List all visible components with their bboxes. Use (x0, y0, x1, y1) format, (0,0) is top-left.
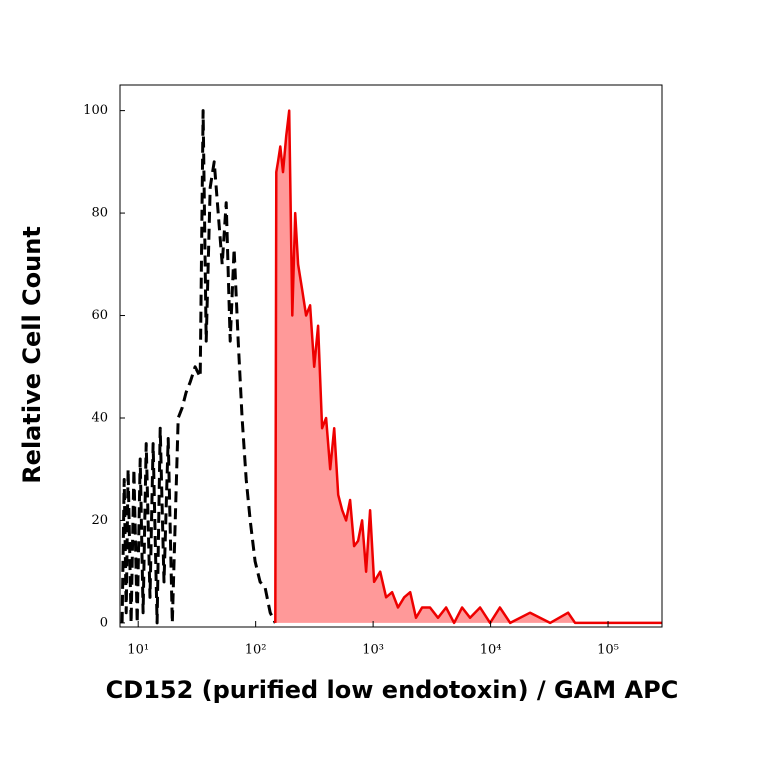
y-tick-label: 20 (91, 513, 108, 528)
y-tick-label: 60 (91, 308, 108, 323)
area (275, 110, 662, 623)
plot-area (120, 109, 662, 625)
series-line (274, 109, 662, 625)
y-tick-label: 100 (83, 103, 108, 118)
y-tick-label: 0 (100, 615, 108, 630)
series-line (120, 109, 277, 625)
x-axis-title: CD152 (purified low endotoxin) / GAM APC (106, 676, 679, 704)
y-tick-label: 40 (91, 410, 108, 425)
x-tick-label: 10¹ (127, 643, 149, 658)
plot-frame (119, 84, 663, 628)
x-tick-label: 10³ (362, 643, 384, 658)
x-tick-label: 10⁵ (597, 643, 619, 658)
x-tick-label: 10² (245, 643, 267, 658)
x-tick-label: 10⁴ (480, 643, 502, 658)
y-axis-title: Relative Cell Count (18, 226, 46, 484)
y-tick-label: 80 (91, 206, 108, 221)
